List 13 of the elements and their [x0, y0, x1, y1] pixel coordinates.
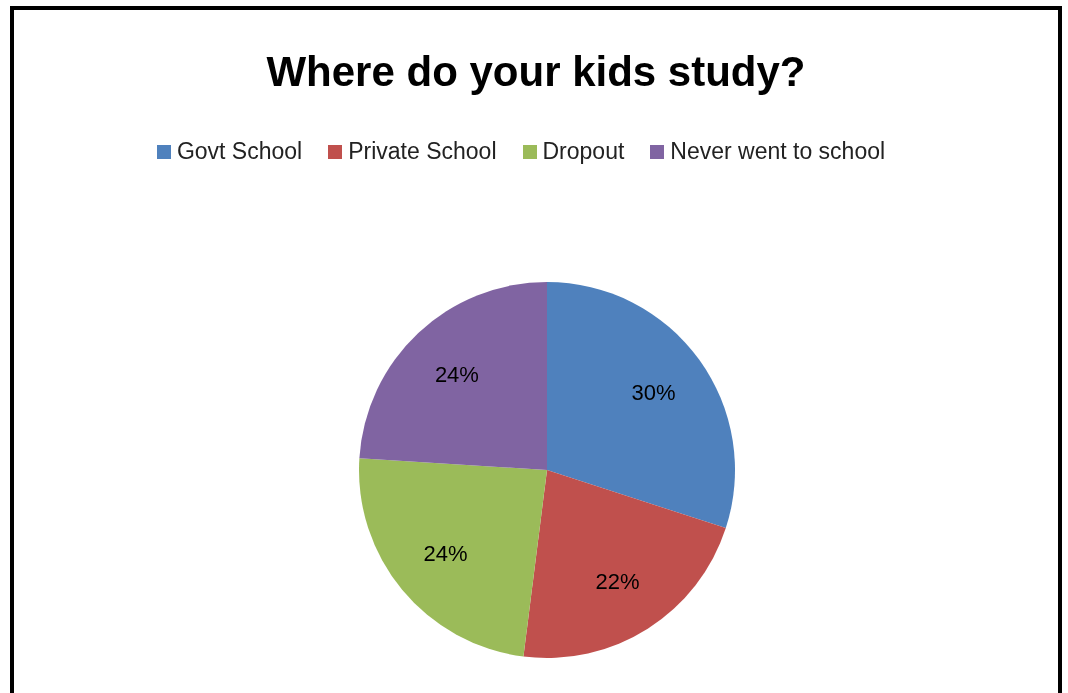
legend-label: Private School	[347, 138, 497, 165]
chart-title: Where do your kids study?	[265, 48, 807, 96]
pie-slice	[523, 470, 726, 658]
pie-slice	[359, 458, 547, 657]
pie-slice	[359, 282, 547, 470]
data-label: 30%	[631, 380, 676, 406]
legend-label: Govt School	[175, 138, 303, 165]
legend-label: Never went to school	[669, 138, 886, 165]
data-label: 22%	[595, 568, 640, 594]
data-label: 24%	[423, 541, 468, 567]
legend-label: Dropout	[541, 138, 625, 165]
pie-slice	[547, 282, 735, 529]
data-label: 24%	[434, 361, 479, 387]
